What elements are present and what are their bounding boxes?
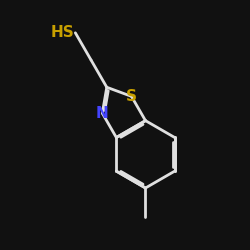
Text: N: N xyxy=(96,106,109,121)
Text: HS: HS xyxy=(50,25,74,40)
Text: S: S xyxy=(126,89,137,104)
